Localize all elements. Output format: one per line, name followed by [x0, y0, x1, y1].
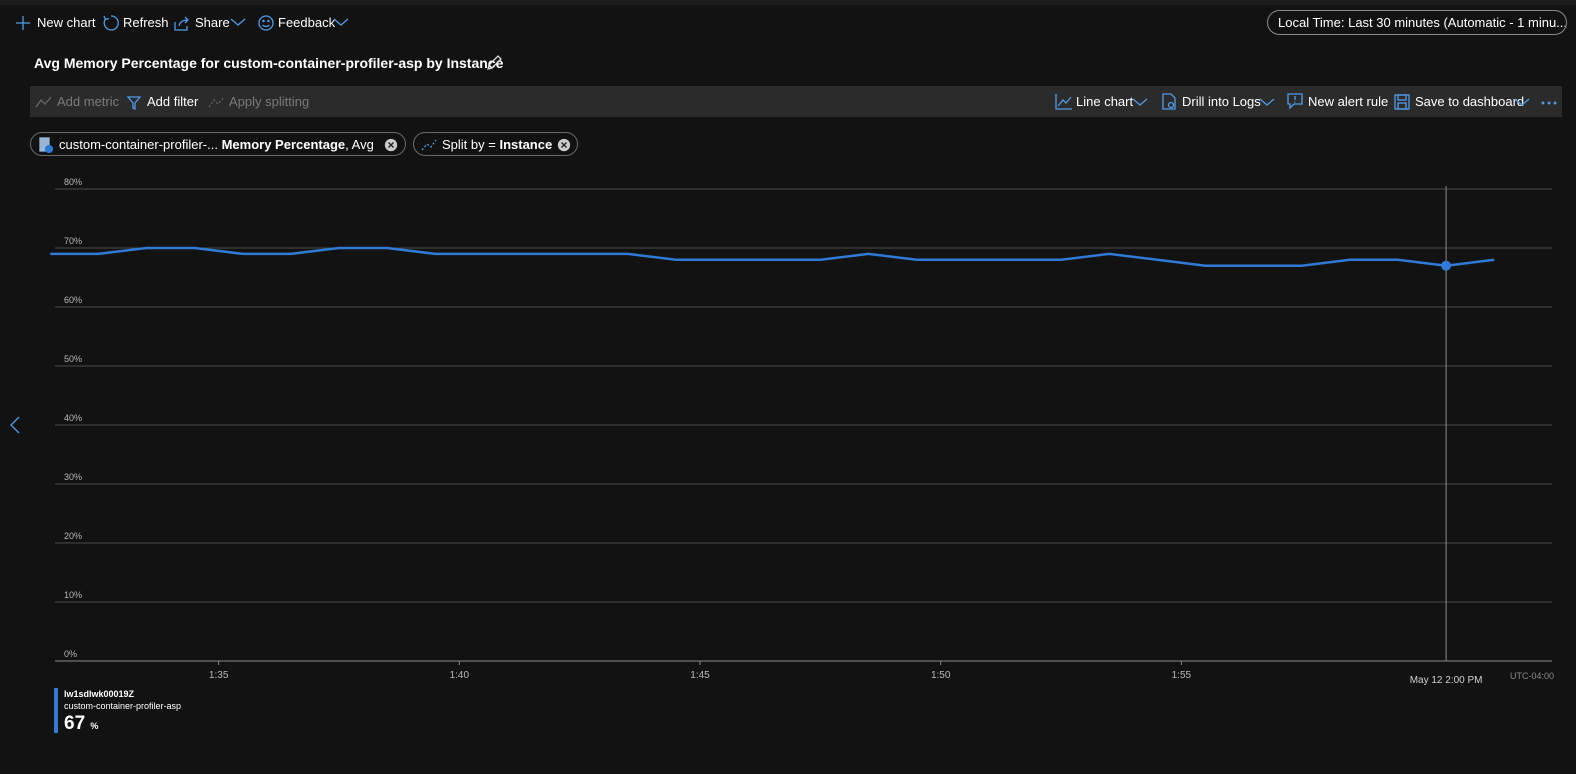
collapse-arrow[interactable] — [8, 415, 22, 435]
apply-splitting-icon — [208, 96, 225, 108]
legend-value-number: 67 — [64, 713, 86, 734]
drill-into-logs-button[interactable]: Drill into Logs — [1182, 94, 1261, 109]
time-range-picker[interactable]: Local Time: Last 30 minutes (Automatic -… — [1267, 10, 1567, 35]
chart-title: Avg Memory Percentage for custom-contain… — [34, 55, 504, 71]
split-value: Instance — [499, 137, 553, 152]
cursor-point — [1441, 260, 1452, 271]
y-tick-label: 10% — [64, 590, 82, 600]
add-metric-button[interactable]: Add metric — [57, 94, 120, 109]
add-filter-button[interactable]: Add filter — [147, 94, 199, 109]
legend-series-name: lw1sdlwk00019Z — [64, 689, 135, 699]
split-icon — [421, 139, 437, 151]
line-chart-chevron — [1132, 98, 1148, 106]
share-button[interactable]: Share — [195, 15, 230, 30]
legend-swatch — [54, 688, 58, 733]
split-pill-text: Split by = Instance — [442, 137, 552, 153]
split-label: Split by = — [442, 137, 496, 152]
x-tick-label: 1:45 — [690, 670, 710, 681]
refresh-button[interactable]: Refresh — [123, 15, 169, 30]
x-tick-label: 1:55 — [1172, 670, 1192, 681]
y-tick-label: 20% — [64, 531, 82, 541]
split-pill[interactable] — [413, 132, 578, 156]
legend-value: 67 % — [64, 713, 98, 735]
line-chart-button[interactable]: Line chart — [1076, 94, 1134, 109]
new-chart-icon — [16, 16, 30, 30]
y-tick-label: 60% — [64, 295, 82, 305]
share-chevron — [230, 18, 246, 26]
pill-aggregation: , Avg — [345, 137, 374, 152]
more-icon[interactable] — [1540, 100, 1558, 106]
alert-icon — [1287, 93, 1303, 110]
new-chart-button[interactable]: New chart — [37, 15, 96, 30]
y-tick-label: 80% — [64, 177, 82, 187]
remove-metric-icon[interactable] — [384, 138, 398, 152]
feedback-icon — [258, 15, 274, 31]
feedback-button[interactable]: Feedback — [278, 15, 336, 30]
command-bar — [30, 86, 1562, 117]
y-tick-label: 40% — [64, 413, 82, 423]
add-filter-icon — [126, 96, 142, 111]
resource-icon — [39, 137, 54, 154]
pill-metric: Memory Percentage — [221, 137, 346, 152]
feedback-chevron — [333, 18, 349, 26]
series-line — [50, 246, 1495, 267]
metric-pill[interactable] — [30, 132, 406, 156]
x-tick-label: 1:50 — [931, 670, 951, 681]
apply-splitting-button[interactable]: Apply splitting — [229, 94, 310, 109]
x-tick-label: 1:35 — [209, 670, 229, 681]
share-icon — [174, 16, 189, 31]
timezone-label: UTC-04:00 — [1510, 671, 1554, 681]
refresh-icon — [103, 15, 119, 31]
save-to-dashboard-button[interactable]: Save to dashboard — [1415, 94, 1525, 109]
legend-unit: % — [90, 721, 99, 731]
drill-logs-icon — [1162, 93, 1176, 110]
drill-logs-chevron — [1259, 98, 1275, 106]
remove-split-icon[interactable] — [557, 138, 571, 152]
add-metric-icon — [35, 96, 52, 108]
y-tick-label: 70% — [64, 236, 82, 246]
save-chevron — [1514, 98, 1530, 106]
legend-resource: custom-container-profiler-asp — [64, 701, 182, 711]
new-alert-rule-button[interactable]: New alert rule — [1308, 94, 1389, 109]
y-tick-label: 50% — [64, 354, 82, 364]
cursor-label: May 12 2:00 PM — [1410, 675, 1483, 686]
y-tick-label: 0% — [64, 649, 77, 659]
top-strip — [0, 0, 1576, 5]
line-chart-icon — [1055, 94, 1072, 110]
metric-pill-text: custom-container-profiler-... Memory Per… — [59, 137, 374, 153]
save-icon — [1394, 94, 1410, 110]
y-tick-label: 30% — [64, 472, 82, 482]
x-tick-label: 1:40 — [450, 670, 470, 681]
edit-title-icon[interactable] — [485, 54, 503, 72]
pill-resource: custom-container-profiler-... — [59, 137, 218, 152]
